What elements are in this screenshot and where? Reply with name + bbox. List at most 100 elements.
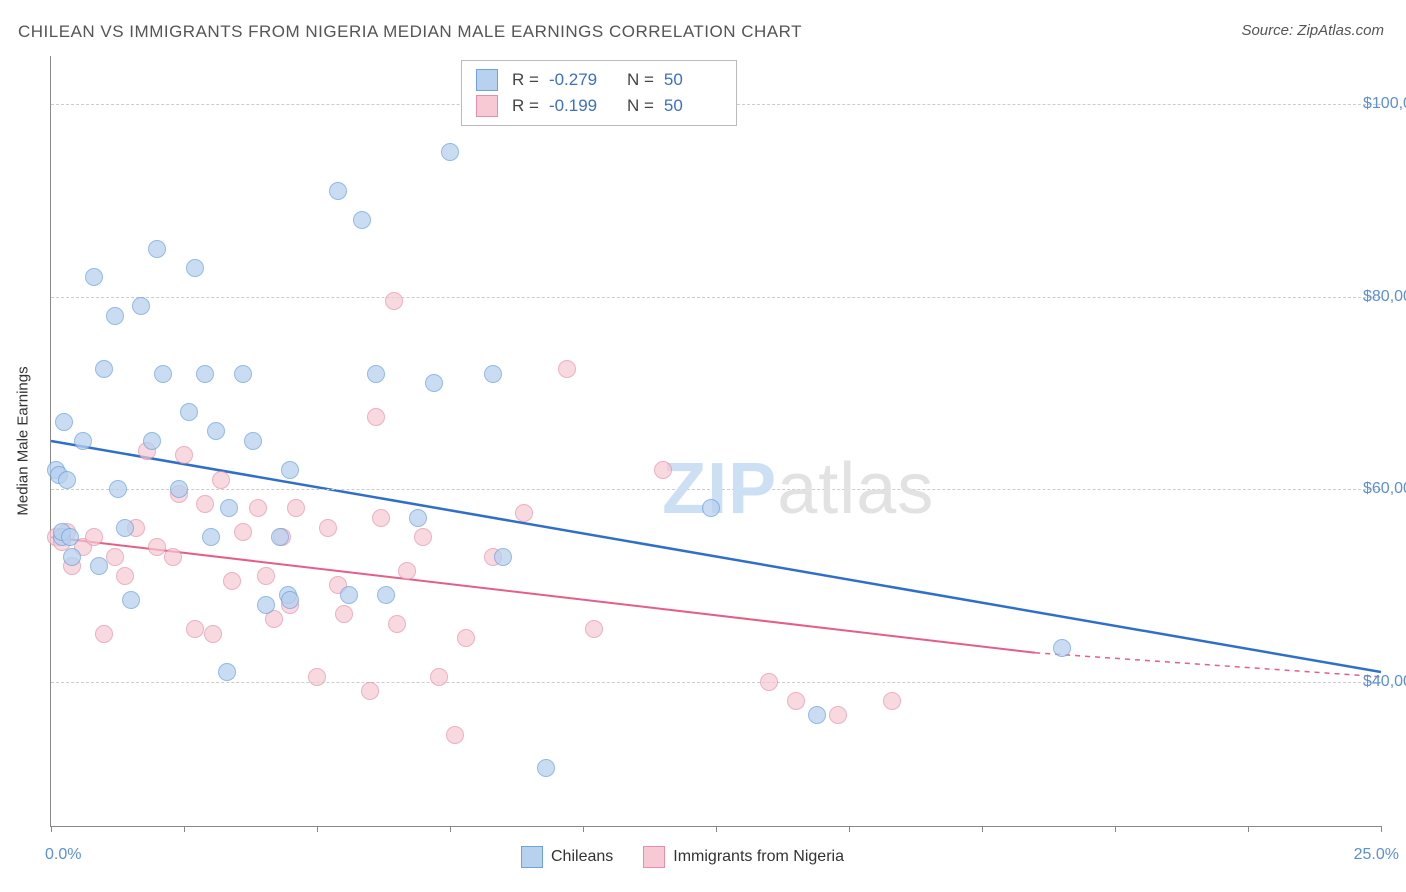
scatter-point-nigeria: [287, 499, 305, 517]
scatter-point-nigeria: [204, 625, 222, 643]
legend-item: Chileans: [521, 846, 613, 868]
chart-title: CHILEAN VS IMMIGRANTS FROM NIGERIA MEDIA…: [18, 22, 802, 42]
scatter-point-nigeria: [385, 292, 403, 310]
x-tick: [583, 826, 584, 832]
scatter-point-nigeria: [457, 629, 475, 647]
scatter-point-nigeria: [308, 668, 326, 686]
scatter-point-chileans: [63, 548, 81, 566]
x-tick: [982, 826, 983, 832]
x-tick-label: 0.0%: [45, 846, 81, 864]
scatter-point-nigeria: [249, 499, 267, 517]
scatter-point-nigeria: [335, 605, 353, 623]
legend-swatch: [476, 95, 498, 117]
scatter-point-chileans: [281, 591, 299, 609]
gridline-horizontal: [51, 297, 1381, 298]
scatter-point-chileans: [702, 499, 720, 517]
scatter-point-nigeria: [654, 461, 672, 479]
scatter-point-nigeria: [85, 528, 103, 546]
scatter-point-chileans: [90, 557, 108, 575]
scatter-point-chileans: [271, 528, 289, 546]
legend-item: Immigrants from Nigeria: [643, 846, 844, 868]
legend-swatch: [476, 69, 498, 91]
scatter-point-chileans: [154, 365, 172, 383]
scatter-point-nigeria: [196, 495, 214, 513]
legend-r-value: -0.199: [549, 96, 607, 116]
legend-n-label: N =: [627, 96, 654, 116]
scatter-point-nigeria: [212, 471, 230, 489]
scatter-point-nigeria: [414, 528, 432, 546]
legend-series: Chileans Immigrants from Nigeria: [521, 846, 844, 868]
scatter-point-nigeria: [829, 706, 847, 724]
scatter-point-chileans: [377, 586, 395, 604]
y-axis-label: Median Male Earnings: [15, 366, 32, 515]
scatter-point-chileans: [61, 528, 79, 546]
x-tick-label: 25.0%: [1354, 846, 1399, 864]
x-tick: [849, 826, 850, 832]
scatter-point-chileans: [1053, 639, 1071, 657]
x-tick: [1115, 826, 1116, 832]
scatter-point-chileans: [132, 297, 150, 315]
legend-r-label: R =: [512, 70, 539, 90]
scatter-point-nigeria: [372, 509, 390, 527]
y-tick-label: $60,000: [1363, 480, 1406, 498]
scatter-point-nigeria: [388, 615, 406, 633]
scatter-point-chileans: [340, 586, 358, 604]
scatter-point-nigeria: [234, 523, 252, 541]
legend-n-value: 50: [664, 70, 722, 90]
x-tick: [1248, 826, 1249, 832]
x-tick: [317, 826, 318, 832]
scatter-point-nigeria: [515, 504, 533, 522]
scatter-point-chileans: [207, 422, 225, 440]
scatter-point-chileans: [116, 519, 134, 537]
scatter-point-chileans: [186, 259, 204, 277]
chart-container: CHILEAN VS IMMIGRANTS FROM NIGERIA MEDIA…: [0, 0, 1406, 892]
y-tick-label: $40,000: [1363, 673, 1406, 691]
scatter-point-nigeria: [106, 548, 124, 566]
scatter-point-chileans: [180, 403, 198, 421]
scatter-point-nigeria: [398, 562, 416, 580]
scatter-point-nigeria: [164, 548, 182, 566]
x-tick: [716, 826, 717, 832]
scatter-point-chileans: [74, 432, 92, 450]
scatter-point-chileans: [58, 471, 76, 489]
scatter-point-nigeria: [787, 692, 805, 710]
scatter-point-chileans: [409, 509, 427, 527]
gridline-horizontal: [51, 489, 1381, 490]
legend-r-value: -0.279: [549, 70, 607, 90]
scatter-point-chileans: [85, 268, 103, 286]
scatter-point-chileans: [257, 596, 275, 614]
scatter-point-nigeria: [223, 572, 241, 590]
legend-correlation: R =-0.279N =50R =-0.199N =50: [461, 60, 737, 126]
scatter-point-nigeria: [116, 567, 134, 585]
scatter-point-chileans: [494, 548, 512, 566]
x-tick: [450, 826, 451, 832]
scatter-point-chileans: [537, 759, 555, 777]
scatter-point-chileans: [234, 365, 252, 383]
gridline-horizontal: [51, 682, 1381, 683]
legend-r-label: R =: [512, 96, 539, 116]
scatter-point-nigeria: [186, 620, 204, 638]
trend-line: [1035, 653, 1381, 677]
scatter-point-nigeria: [446, 726, 464, 744]
plot-area: Median Male Earnings $40,000$60,000$80,0…: [50, 56, 1381, 827]
scatter-point-nigeria: [175, 446, 193, 464]
scatter-point-nigeria: [430, 668, 448, 686]
scatter-point-chileans: [143, 432, 161, 450]
scatter-point-nigeria: [257, 567, 275, 585]
scatter-point-chileans: [425, 374, 443, 392]
legend-row: R =-0.199N =50: [476, 93, 722, 119]
scatter-point-chileans: [281, 461, 299, 479]
scatter-point-chileans: [196, 365, 214, 383]
scatter-point-chileans: [353, 211, 371, 229]
scatter-point-chileans: [95, 360, 113, 378]
y-tick-label: $80,000: [1363, 288, 1406, 306]
source-attribution: Source: ZipAtlas.com: [1241, 22, 1384, 39]
scatter-point-chileans: [329, 182, 347, 200]
scatter-point-nigeria: [558, 360, 576, 378]
scatter-point-nigeria: [319, 519, 337, 537]
scatter-point-nigeria: [95, 625, 113, 643]
legend-swatch: [643, 846, 665, 868]
scatter-point-chileans: [55, 413, 73, 431]
scatter-point-chileans: [109, 480, 127, 498]
scatter-point-chileans: [808, 706, 826, 724]
